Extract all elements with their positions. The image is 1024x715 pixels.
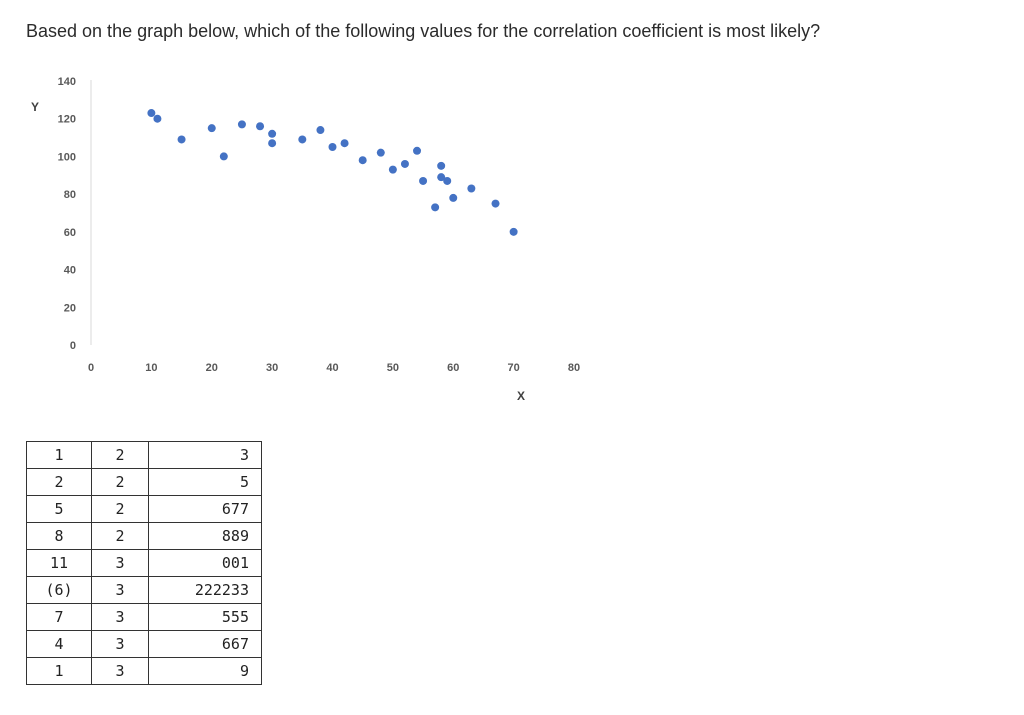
- y-tick-label: 80: [64, 189, 76, 201]
- data-point: [316, 126, 325, 135]
- data-point: [437, 173, 446, 182]
- table-cell: 4: [26, 630, 92, 658]
- y-tick-label: 20: [64, 302, 76, 314]
- table-cell: 3: [148, 441, 262, 469]
- x-tick-label: 0: [88, 362, 94, 374]
- table-cell: 1: [26, 441, 92, 469]
- table-cell: 222233: [148, 576, 262, 604]
- data-point: [219, 152, 228, 161]
- y-tick-label: 120: [58, 114, 76, 126]
- table-cell: 2: [91, 522, 149, 550]
- x-tick-label: 50: [387, 362, 399, 374]
- data-point: [419, 176, 428, 185]
- data-point: [256, 122, 265, 131]
- table-cell: 667: [148, 630, 262, 658]
- y-tick-label: 40: [64, 265, 76, 277]
- data-point: [358, 156, 367, 165]
- data-point: [298, 135, 307, 144]
- table-cell: 555: [148, 603, 262, 631]
- table-row: 7 3 555: [26, 603, 262, 631]
- table-cell: 3: [91, 576, 149, 604]
- data-point: [443, 176, 452, 185]
- table-cell: 3: [91, 549, 149, 577]
- y-tick-label: 140: [58, 76, 76, 88]
- table-cell: 889: [148, 522, 262, 550]
- x-axis-label: X: [517, 389, 525, 403]
- data-point: [268, 129, 277, 138]
- table-cell: 5: [148, 468, 262, 496]
- data-point: [467, 184, 476, 193]
- table-row: (6) 3 222233: [26, 576, 262, 604]
- table-cell: 2: [91, 468, 149, 496]
- data-point: [491, 199, 500, 208]
- question-text: Based on the graph below, which of the f…: [26, 21, 821, 41]
- table-cell: (6): [26, 576, 92, 604]
- data-point: [340, 139, 349, 148]
- table-row: 5 2 677: [26, 495, 262, 523]
- y-tick-label: 60: [64, 227, 76, 239]
- data-point: [431, 203, 440, 212]
- data-point: [207, 124, 216, 133]
- data-point: [400, 159, 409, 168]
- table-cell: 3: [91, 630, 149, 658]
- table-cell: 3: [91, 657, 149, 685]
- table-cell: 5: [26, 495, 92, 523]
- x-tick-label: 10: [145, 362, 157, 374]
- stem-leaf-table: 1 2 3 2 2 5 5 2 677 8 2 889 11 3 001 (6) 3 222233 7 3 555 4 3 6…: [26, 441, 262, 685]
- table-cell: 7: [26, 603, 92, 631]
- table-cell: 3: [91, 603, 149, 631]
- data-point: [153, 114, 162, 123]
- table-row: 11 3 001: [26, 549, 262, 577]
- data-point: [177, 135, 186, 144]
- data-point: [376, 148, 385, 157]
- table-cell: 8: [26, 522, 92, 550]
- y-tick-label: 100: [58, 151, 76, 163]
- x-tick-label: 80: [568, 362, 580, 374]
- x-tick-label: 70: [508, 362, 520, 374]
- x-tick-labels: 0 10 20 30 40 50 60 70 80: [88, 362, 580, 374]
- table-row: 8 2 889: [26, 522, 262, 550]
- x-tick-label: 60: [447, 362, 459, 374]
- table-row: 4 3 667: [26, 630, 262, 658]
- data-point: [388, 165, 397, 174]
- data-point: [509, 227, 518, 236]
- data-point: [147, 109, 156, 118]
- data-point: [237, 120, 246, 129]
- data-point: [437, 161, 446, 170]
- table-cell: 677: [148, 495, 262, 523]
- table-cell: 11: [26, 549, 92, 577]
- table-cell: 9: [148, 657, 262, 685]
- x-tick-label: 20: [206, 362, 218, 374]
- x-tick-label: 30: [266, 362, 278, 374]
- y-axis-label: Y: [31, 100, 39, 114]
- data-point: [413, 146, 422, 155]
- data-points: [147, 109, 518, 236]
- x-tick-label: 40: [326, 362, 338, 374]
- data-point: [268, 139, 277, 148]
- table-cell: 001: [148, 549, 262, 577]
- table-cell: 2: [26, 468, 92, 496]
- scatter-chart: 0 20 40 60 80 100 120 140 0 10 20 30 40 50 60 70 80 Y X: [31, 76, 580, 403]
- y-tick-labels: 0 20 40 60 80 100 120 140: [58, 76, 76, 352]
- y-tick-label: 0: [70, 340, 76, 352]
- data-point: [449, 193, 458, 202]
- table-cell: 2: [91, 495, 149, 523]
- table-cell: 1: [26, 657, 92, 685]
- table-cell: 2: [91, 441, 149, 469]
- data-point: [328, 143, 337, 151]
